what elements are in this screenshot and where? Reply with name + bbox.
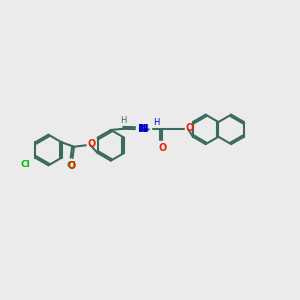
- Text: O: O: [68, 161, 76, 171]
- Text: O: O: [158, 143, 167, 153]
- Text: O: O: [186, 123, 194, 133]
- Text: H: H: [121, 116, 127, 125]
- Text: O: O: [88, 139, 96, 148]
- Text: N: N: [138, 124, 146, 134]
- Text: Cl: Cl: [21, 160, 31, 169]
- Text: H: H: [153, 118, 159, 127]
- Text: N: N: [140, 124, 148, 134]
- Text: Cl: Cl: [66, 161, 76, 170]
